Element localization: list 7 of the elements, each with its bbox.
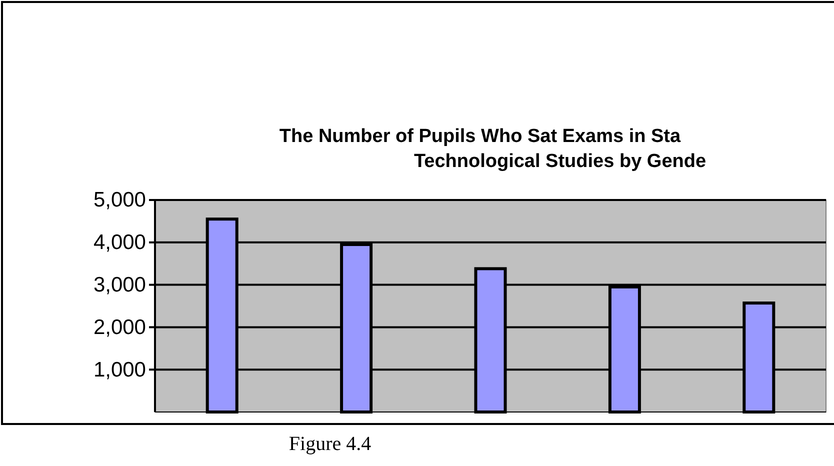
y-tick-label: 5,000 bbox=[93, 188, 146, 212]
y-tick-label: 3,000 bbox=[93, 274, 146, 297]
y-tick-label: 2,000 bbox=[93, 316, 146, 339]
y-tick-label: 1,000 bbox=[93, 358, 146, 382]
caption: Figure 4.4 bbox=[288, 433, 372, 455]
y-tick-label: 4,000 bbox=[93, 231, 146, 254]
chart-title: The Number of Pupils Who Sat Exams in Sta Technological Studies by Gende bbox=[279, 126, 706, 172]
